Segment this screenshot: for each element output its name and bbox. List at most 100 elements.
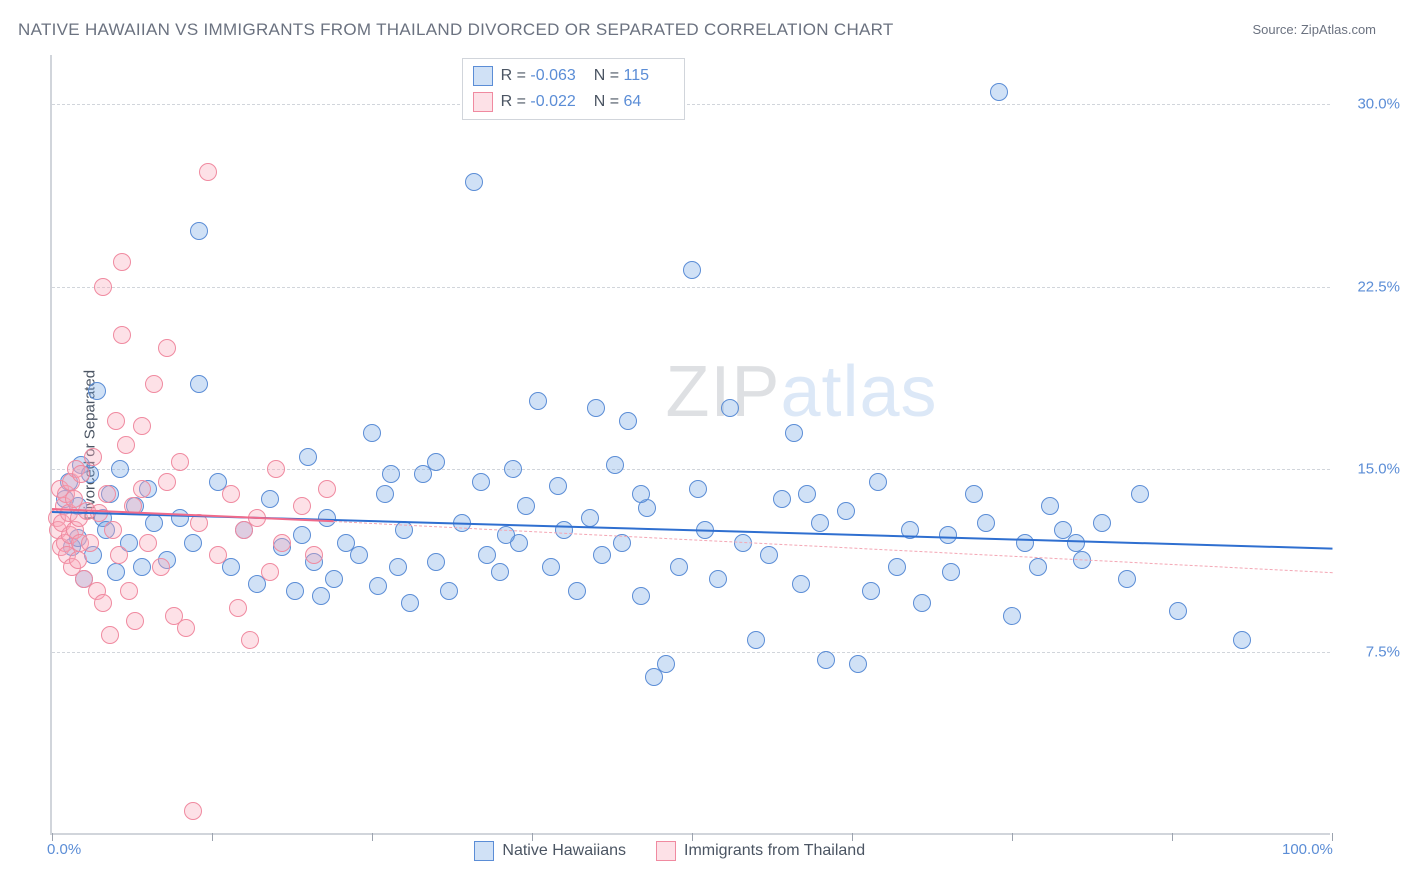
data-point bbox=[69, 551, 87, 569]
data-point bbox=[401, 594, 419, 612]
data-point bbox=[101, 626, 119, 644]
data-point bbox=[587, 399, 605, 417]
data-point bbox=[312, 587, 330, 605]
data-point bbox=[709, 570, 727, 588]
correlation-legend: R = -0.063 N = 115R = -0.022 N = 64 bbox=[462, 58, 685, 120]
data-point bbox=[1169, 602, 1187, 620]
data-point bbox=[267, 460, 285, 478]
data-point bbox=[869, 473, 887, 491]
watermark: ZIPatlas bbox=[665, 351, 937, 433]
data-point bbox=[657, 655, 675, 673]
data-point bbox=[133, 480, 151, 498]
data-point bbox=[632, 485, 650, 503]
data-point bbox=[942, 563, 960, 581]
y-tick-label: 15.0% bbox=[1340, 461, 1400, 478]
data-point bbox=[977, 514, 995, 532]
gridline-h bbox=[52, 104, 1330, 105]
gridline-h bbox=[52, 469, 1330, 470]
data-point bbox=[1041, 497, 1059, 515]
data-point bbox=[773, 490, 791, 508]
data-point bbox=[72, 465, 90, 483]
data-point bbox=[1233, 631, 1251, 649]
data-point bbox=[939, 526, 957, 544]
legend-label: Native Hawaiians bbox=[502, 842, 626, 860]
data-point bbox=[305, 546, 323, 564]
chart-title: NATIVE HAWAIIAN VS IMMIGRANTS FROM THAIL… bbox=[18, 20, 894, 40]
data-point bbox=[504, 460, 522, 478]
watermark-atlas: atlas bbox=[780, 352, 937, 432]
data-point bbox=[152, 558, 170, 576]
data-point bbox=[632, 587, 650, 605]
x-tick-label-min: 0.0% bbox=[47, 841, 81, 858]
data-point bbox=[389, 558, 407, 576]
data-point bbox=[184, 802, 202, 820]
data-point bbox=[325, 570, 343, 588]
x-tick bbox=[372, 833, 373, 841]
y-tick-label: 7.5% bbox=[1340, 644, 1400, 661]
source-attribution: Source: ZipAtlas.com bbox=[1252, 22, 1376, 37]
x-tick bbox=[52, 833, 53, 841]
data-point bbox=[158, 473, 176, 491]
scatter-plot: ZIPatlas 7.5%15.0%22.5%30.0%0.0%100.0%R … bbox=[50, 55, 1330, 835]
data-point bbox=[81, 534, 99, 552]
data-point bbox=[529, 392, 547, 410]
data-point bbox=[369, 577, 387, 595]
data-point bbox=[382, 465, 400, 483]
data-point bbox=[113, 253, 131, 271]
data-point bbox=[747, 631, 765, 649]
gridline-h bbox=[52, 287, 1330, 288]
data-point bbox=[491, 563, 509, 581]
data-point bbox=[209, 546, 227, 564]
data-point bbox=[261, 563, 279, 581]
data-point bbox=[177, 619, 195, 637]
x-tick bbox=[852, 833, 853, 841]
x-tick bbox=[692, 833, 693, 841]
data-point bbox=[837, 502, 855, 520]
data-point bbox=[862, 582, 880, 600]
data-point bbox=[517, 497, 535, 515]
gridline-h bbox=[52, 652, 1330, 653]
data-point bbox=[619, 412, 637, 430]
legend-row: R = -0.063 N = 115 bbox=[473, 63, 674, 89]
data-point bbox=[1029, 558, 1047, 576]
data-point bbox=[683, 261, 701, 279]
legend-swatch bbox=[474, 841, 494, 861]
data-point bbox=[94, 278, 112, 296]
data-point bbox=[110, 546, 128, 564]
data-point bbox=[1067, 534, 1085, 552]
data-point bbox=[1016, 534, 1034, 552]
legend-item: Native Hawaiians bbox=[474, 841, 626, 861]
data-point bbox=[107, 412, 125, 430]
data-point bbox=[229, 599, 247, 617]
data-point bbox=[913, 594, 931, 612]
data-point bbox=[117, 436, 135, 454]
data-point bbox=[293, 526, 311, 544]
data-point bbox=[427, 453, 445, 471]
data-point bbox=[785, 424, 803, 442]
watermark-zip: ZIP bbox=[665, 352, 780, 432]
data-point bbox=[798, 485, 816, 503]
data-point bbox=[817, 651, 835, 669]
legend-item: Immigrants from Thailand bbox=[656, 841, 865, 861]
data-point bbox=[88, 382, 106, 400]
data-point bbox=[158, 339, 176, 357]
data-point bbox=[286, 582, 304, 600]
data-point bbox=[98, 485, 116, 503]
data-point bbox=[965, 485, 983, 503]
data-point bbox=[126, 612, 144, 630]
data-point bbox=[104, 521, 122, 539]
data-point bbox=[363, 424, 381, 442]
series-legend: Native Hawaiians Immigrants from Thailand bbox=[474, 841, 865, 861]
data-point bbox=[1003, 607, 1021, 625]
data-point bbox=[472, 473, 490, 491]
data-point bbox=[670, 558, 688, 576]
data-point bbox=[478, 546, 496, 564]
legend-swatch bbox=[473, 66, 493, 86]
data-point bbox=[568, 582, 586, 600]
data-point bbox=[581, 509, 599, 527]
data-point bbox=[145, 375, 163, 393]
data-point bbox=[293, 497, 311, 515]
x-tick bbox=[1012, 833, 1013, 841]
data-point bbox=[427, 553, 445, 571]
legend-row: R = -0.022 N = 64 bbox=[473, 89, 674, 115]
